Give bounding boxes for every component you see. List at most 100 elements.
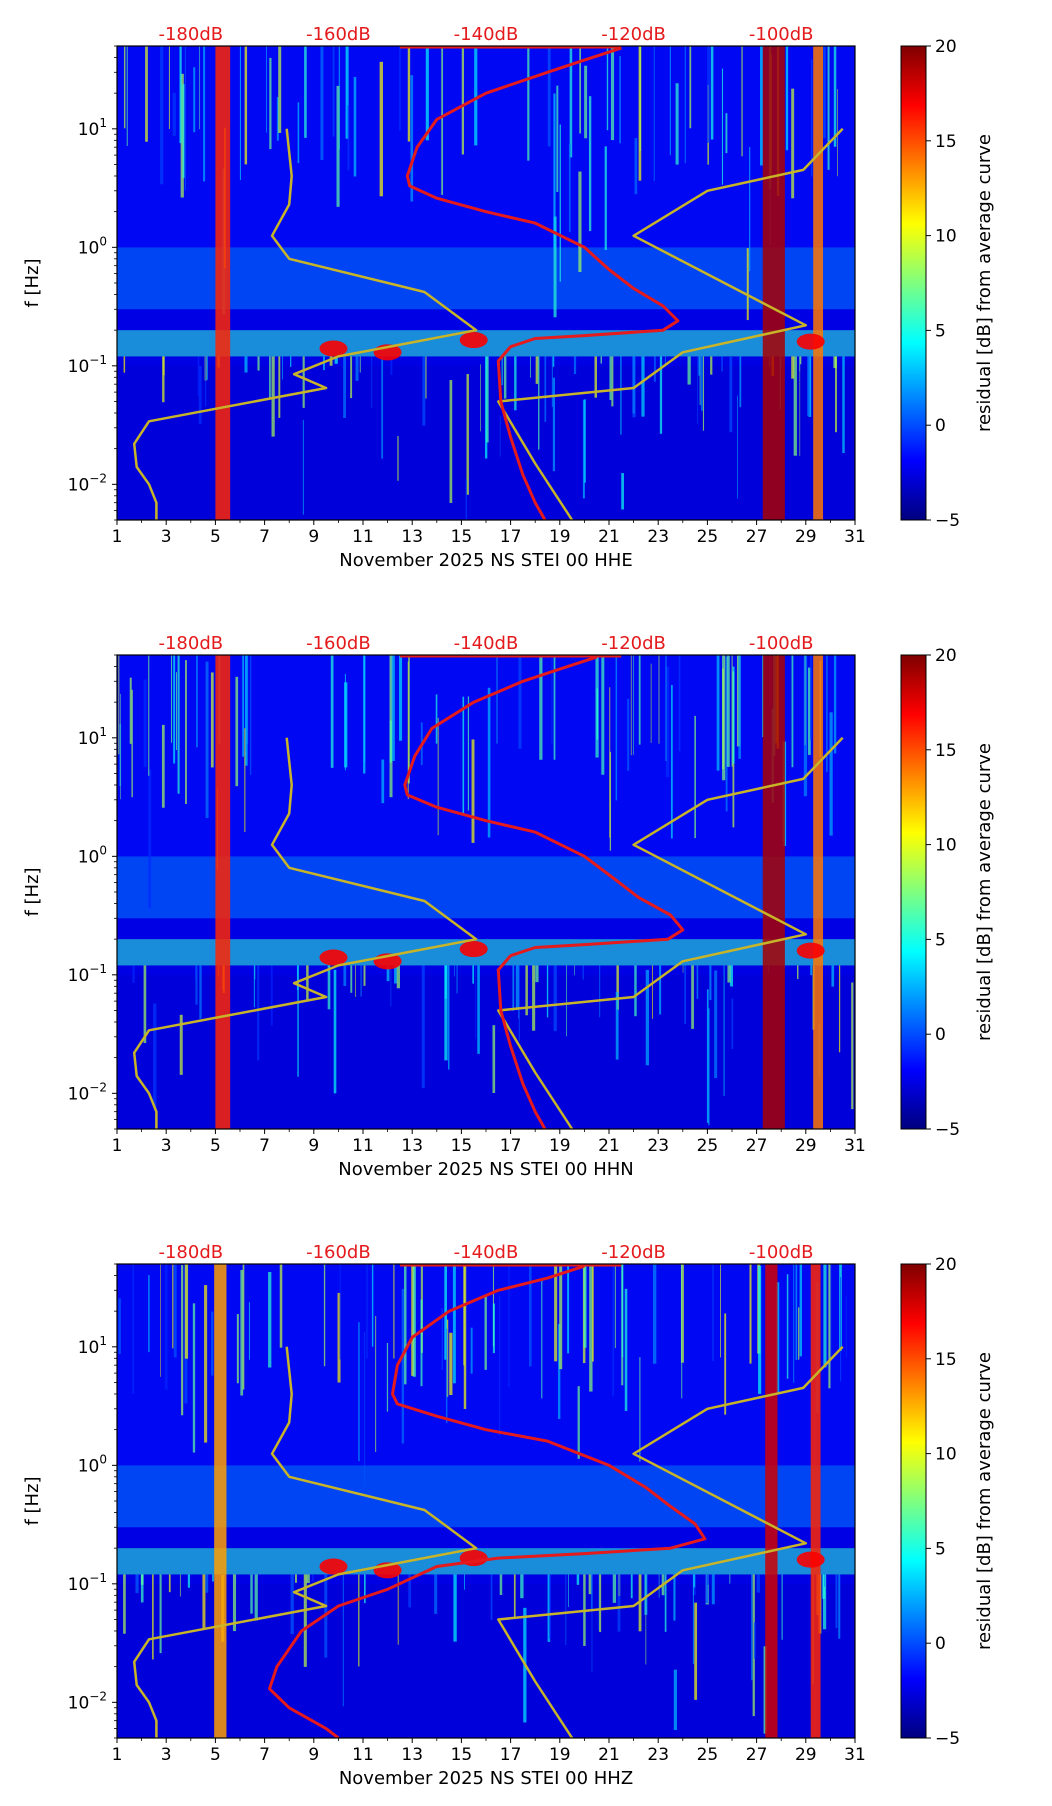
y-axis-label: f [Hz] xyxy=(22,1476,43,1525)
streak xyxy=(621,473,624,510)
streak xyxy=(760,46,763,166)
strong-column-1 xyxy=(762,655,785,1129)
streak xyxy=(681,1264,683,1399)
y-tick-label: 101 xyxy=(78,1334,107,1358)
streak xyxy=(172,1264,174,1349)
streak xyxy=(799,1264,802,1357)
streak xyxy=(609,687,611,838)
x-tick-label: 5 xyxy=(210,527,221,547)
streak xyxy=(781,1574,783,1640)
streak xyxy=(266,46,267,133)
streak xyxy=(731,655,733,767)
noise-model-curve-0 xyxy=(132,1346,478,1738)
noise-model-curve-0 xyxy=(132,737,478,1129)
hot-spot-2 xyxy=(796,942,825,959)
streak xyxy=(829,712,833,836)
streak xyxy=(577,1386,580,1459)
streak xyxy=(578,171,582,273)
streak xyxy=(327,965,331,1010)
streak xyxy=(559,1264,563,1370)
streak xyxy=(721,356,723,372)
streak xyxy=(397,435,399,481)
y-axis-label: f [Hz] xyxy=(22,258,43,307)
hot-spot-0 xyxy=(319,1558,348,1575)
colorbar-tick-label: 20 xyxy=(935,646,957,666)
streak xyxy=(579,46,581,134)
streak xyxy=(556,85,559,193)
streak xyxy=(549,1574,552,1639)
streak xyxy=(525,965,528,1016)
streak xyxy=(833,655,837,754)
db-scale-label: -140dB xyxy=(454,24,519,45)
streak xyxy=(410,75,414,202)
x-tick-label: 5 xyxy=(210,1136,221,1156)
streak xyxy=(746,248,749,321)
x-axis-label: November 2025 NS STEI 00 HHN xyxy=(338,1159,634,1180)
colorbar-tick-label: 15 xyxy=(935,132,957,152)
db-scale-label: -120dB xyxy=(601,633,666,654)
streak xyxy=(710,356,713,375)
colorbar-gradient xyxy=(900,45,927,521)
streak xyxy=(776,1282,780,1395)
x-tick-label: 7 xyxy=(259,527,270,547)
streak xyxy=(706,989,709,1123)
streak xyxy=(297,965,299,1077)
band-0 xyxy=(117,1465,855,1528)
streak xyxy=(463,1264,467,1410)
streak xyxy=(565,1574,567,1646)
streak xyxy=(584,65,588,139)
streak xyxy=(793,1264,795,1383)
spectrogram-texture xyxy=(117,1264,855,1738)
streak xyxy=(823,1264,827,1368)
streak xyxy=(652,965,653,1019)
x-tick-label: 21 xyxy=(598,1136,620,1156)
streak xyxy=(650,663,652,743)
streak xyxy=(339,1264,341,1360)
streak xyxy=(353,76,357,177)
streak xyxy=(437,717,439,836)
db-scale-label: -160dB xyxy=(306,1242,371,1263)
streak xyxy=(171,655,173,743)
streak xyxy=(729,356,733,433)
streak xyxy=(518,965,520,1041)
streak xyxy=(386,1343,389,1412)
streak xyxy=(159,1574,162,1654)
streak xyxy=(551,356,553,407)
colorbar-label: residual [dB] from average curve xyxy=(974,134,995,432)
streak xyxy=(621,1264,624,1358)
streak xyxy=(408,655,410,784)
spectrogram-texture xyxy=(117,46,855,520)
streak xyxy=(658,655,660,744)
streak xyxy=(630,655,632,756)
streak xyxy=(467,696,470,811)
streak xyxy=(591,1574,593,1672)
streak xyxy=(153,1003,157,1108)
y-tick-label: 101 xyxy=(78,116,107,140)
x-tick-label: 19 xyxy=(549,1136,571,1156)
streak xyxy=(195,965,198,1005)
colorbar-gradient xyxy=(900,1263,927,1739)
streak xyxy=(588,1574,592,1595)
streak xyxy=(566,965,568,1037)
streak xyxy=(547,1574,551,1642)
streak xyxy=(687,356,691,385)
streak xyxy=(538,356,540,450)
streak xyxy=(638,655,641,745)
streak xyxy=(381,759,385,804)
streak xyxy=(693,1574,696,1588)
db-scale-label: -180dB xyxy=(158,24,223,45)
streak xyxy=(727,965,731,983)
x-tick-label: 23 xyxy=(647,1136,669,1156)
colorbar-tick-label: 5 xyxy=(935,321,946,341)
streak xyxy=(752,1574,755,1717)
streak xyxy=(435,694,438,744)
streak xyxy=(164,1264,168,1390)
streak xyxy=(123,356,126,373)
streak xyxy=(838,965,841,1053)
streak xyxy=(449,380,453,503)
streak xyxy=(851,982,854,1110)
streak xyxy=(653,356,656,382)
streak xyxy=(724,1313,727,1415)
streak xyxy=(527,46,530,161)
x-tick-label: 7 xyxy=(259,1745,270,1765)
